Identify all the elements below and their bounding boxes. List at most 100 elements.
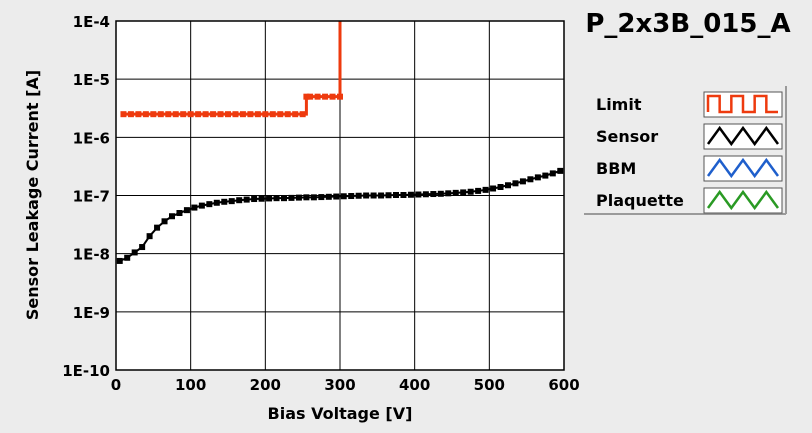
data-point-sensor <box>281 195 287 202</box>
data-point-sensor <box>318 194 325 201</box>
data-point-limit <box>187 111 194 118</box>
legend-line-limit <box>706 94 778 114</box>
data-point-sensor <box>355 192 362 199</box>
data-point-sensor <box>183 207 190 214</box>
data-point-sensor <box>236 197 243 204</box>
data-point-limit <box>165 111 172 118</box>
y-tick-label: 1E-10 <box>62 362 110 380</box>
data-point-limit <box>195 111 202 118</box>
data-point-sensor <box>325 193 332 200</box>
data-point-sensor <box>475 187 482 194</box>
x-tick-label: 100 <box>175 376 206 394</box>
legend-line-bbm <box>706 157 780 179</box>
data-point-sensor <box>161 218 168 225</box>
series-limit <box>120 21 343 118</box>
data-point-sensor <box>198 202 205 209</box>
data-point-sensor <box>273 195 280 202</box>
data-point-limit <box>307 93 314 100</box>
data-point-sensor <box>407 191 414 198</box>
data-point-sensor <box>169 213 175 220</box>
data-point-sensor <box>251 196 258 203</box>
data-point-sensor <box>549 170 556 177</box>
data-point-limit <box>142 111 149 118</box>
data-point-sensor <box>266 195 273 202</box>
series-layer <box>116 21 564 264</box>
data-point-sensor <box>370 192 377 199</box>
data-point-sensor <box>445 190 452 197</box>
data-point-limit <box>217 111 224 118</box>
data-point-sensor <box>228 198 235 205</box>
data-point-sensor <box>467 188 474 195</box>
data-point-sensor <box>490 185 497 192</box>
x-tick-label: 300 <box>324 376 355 394</box>
x-tick-label: 500 <box>474 376 505 394</box>
x-axis-title: Bias Voltage [V] <box>268 404 413 423</box>
data-point-limit <box>269 111 276 118</box>
y-tick-label: 1E-4 <box>73 13 110 31</box>
data-point-sensor <box>139 244 146 251</box>
data-point-sensor <box>497 184 504 191</box>
data-point-sensor <box>527 176 534 183</box>
data-point-sensor <box>333 193 340 200</box>
data-point-sensor <box>258 195 265 202</box>
data-point-limit <box>225 111 231 118</box>
data-point-limit <box>239 111 246 118</box>
x-tick-label: 600 <box>548 376 579 394</box>
data-point-limit <box>284 111 291 118</box>
data-point-sensor <box>557 167 564 174</box>
legend-line-sensor <box>706 125 780 147</box>
data-point-limit <box>232 111 239 118</box>
data-point-sensor <box>542 172 549 179</box>
y-tick-label: 1E-6 <box>73 129 110 147</box>
data-point-limit <box>150 111 157 118</box>
data-point-sensor <box>512 180 519 187</box>
data-point-sensor <box>116 257 123 264</box>
data-point-sensor <box>176 210 183 217</box>
x-tick-label: 400 <box>399 376 430 394</box>
data-point-sensor <box>303 194 310 201</box>
legend-label: Sensor <box>596 127 658 146</box>
data-point-sensor <box>437 190 444 197</box>
data-point-limit <box>322 93 329 100</box>
data-point-sensor <box>213 199 220 206</box>
data-point-sensor <box>534 174 541 181</box>
legend-entries: Limit Sensor BBM Plaquette <box>596 91 783 214</box>
y-tick-label: 1E-5 <box>73 71 110 89</box>
data-point-sensor <box>288 194 295 201</box>
data-point-sensor <box>363 192 370 199</box>
data-point-limit <box>299 111 306 118</box>
data-point-limit <box>202 111 209 118</box>
data-point-sensor <box>221 198 228 205</box>
data-point-limit <box>247 111 254 118</box>
data-point-sensor <box>340 193 347 200</box>
x-axis-ticks: 0 100 200 300 400 500 600 <box>111 376 580 394</box>
data-point-sensor <box>154 224 161 231</box>
data-point-limit <box>303 93 310 100</box>
data-point-limit <box>277 111 284 118</box>
data-point-limit <box>172 111 179 118</box>
data-point-sensor <box>519 178 526 185</box>
plot-title: P_2x3B_015_A <box>585 9 790 39</box>
data-point-sensor <box>505 182 511 189</box>
y-axis-title: Sensor Leakage Current [A] <box>23 70 42 320</box>
data-point-sensor <box>378 192 385 199</box>
data-point-sensor <box>206 201 213 208</box>
y-axis-ticks: 1E-10 1E-9 1E-8 1E-7 1E-6 1E-5 1E-4 <box>62 13 110 380</box>
data-point-sensor <box>310 194 317 201</box>
data-point-limit <box>329 93 336 100</box>
data-point-limit <box>135 111 142 118</box>
legend-label: BBM <box>596 159 636 178</box>
data-point-sensor <box>430 191 437 198</box>
data-point-sensor <box>124 254 131 261</box>
x-tick-label: 0 <box>111 376 121 394</box>
data-point-sensor <box>348 193 355 200</box>
data-point-limit <box>120 111 127 118</box>
data-point-sensor <box>482 186 489 193</box>
legend-line-plaquette <box>706 189 780 211</box>
data-point-sensor <box>415 191 422 198</box>
y-tick-label: 1E-7 <box>73 188 110 206</box>
y-tick-label: 1E-8 <box>73 246 110 264</box>
data-point-sensor <box>460 189 467 196</box>
data-point-sensor <box>422 191 429 198</box>
